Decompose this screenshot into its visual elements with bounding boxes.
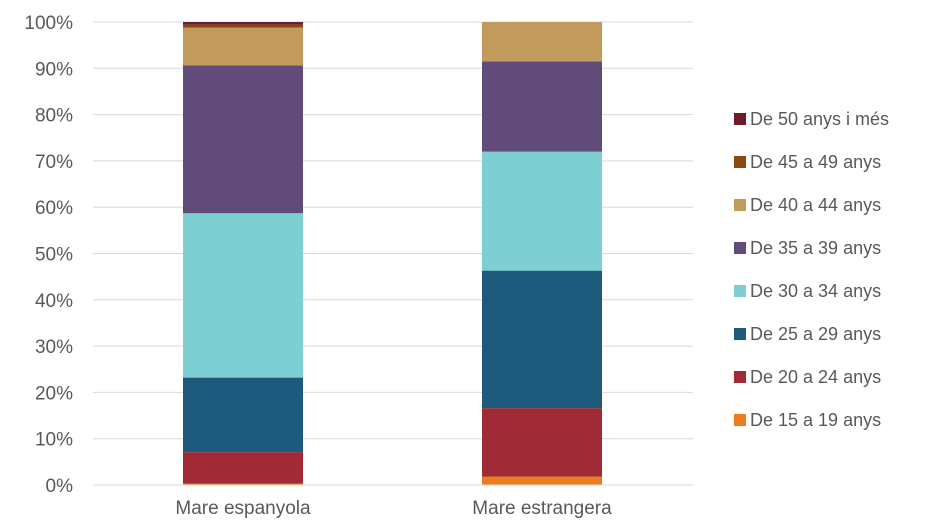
bars bbox=[183, 22, 602, 485]
bar-segment bbox=[183, 27, 303, 66]
legend-swatch bbox=[734, 199, 746, 211]
bar-segment bbox=[183, 24, 303, 28]
legend-label: De 35 a 39 anys bbox=[750, 238, 881, 258]
bar-segment bbox=[482, 270, 602, 409]
x-category-label: Mare espanyola bbox=[175, 498, 311, 519]
legend-label: De 30 a 34 anys bbox=[750, 281, 881, 301]
bar-segment bbox=[183, 65, 303, 214]
y-tick-label: 80% bbox=[35, 106, 73, 127]
bar-segment bbox=[183, 213, 303, 378]
bar-segment bbox=[183, 483, 303, 485]
y-tick-label: 100% bbox=[24, 13, 73, 34]
bar-segment bbox=[183, 452, 303, 484]
bar-segment bbox=[482, 151, 602, 271]
y-tick-label: 60% bbox=[35, 198, 73, 219]
y-tick-label: 20% bbox=[35, 383, 73, 404]
y-tick-label: 90% bbox=[35, 59, 73, 80]
y-tick-label: 40% bbox=[35, 291, 73, 312]
legend-label: De 40 a 44 anys bbox=[750, 195, 881, 215]
bar-segment bbox=[482, 408, 602, 477]
x-category-label: Mare estrangera bbox=[472, 498, 612, 519]
legend-swatch bbox=[734, 414, 746, 426]
y-tick-label: 30% bbox=[35, 337, 73, 358]
legend-label: De 15 a 19 anys bbox=[750, 410, 881, 430]
legend-label: De 20 a 24 anys bbox=[750, 367, 881, 387]
legend-label: De 50 anys i més bbox=[750, 109, 889, 129]
legend-label: De 25 a 29 anys bbox=[750, 324, 881, 344]
y-tick-label: 10% bbox=[35, 430, 73, 451]
legend-swatch bbox=[734, 285, 746, 297]
legend-swatch bbox=[734, 328, 746, 340]
bar-segment bbox=[183, 22, 303, 25]
legend-swatch bbox=[734, 242, 746, 254]
bar-segment bbox=[482, 22, 602, 62]
legend-swatch bbox=[734, 371, 746, 383]
y-tick-label: 70% bbox=[35, 152, 73, 173]
bar-segment bbox=[482, 476, 602, 485]
legend-label: De 45 a 49 anys bbox=[750, 152, 881, 172]
y-tick-label: 50% bbox=[35, 245, 73, 266]
legend: De 50 anys i més De 45 a 49 anys De 40 a 4… bbox=[734, 109, 889, 430]
bar-segment bbox=[482, 61, 602, 152]
legend-swatch bbox=[734, 156, 746, 168]
bar-segment bbox=[183, 377, 303, 453]
axes: 0% 10% 20% 30% 40% 50% 60% 70% 80% 90% 100% Mare es… bbox=[24, 13, 693, 519]
y-tick-label: 0% bbox=[46, 476, 74, 497]
legend-swatch bbox=[734, 113, 746, 125]
